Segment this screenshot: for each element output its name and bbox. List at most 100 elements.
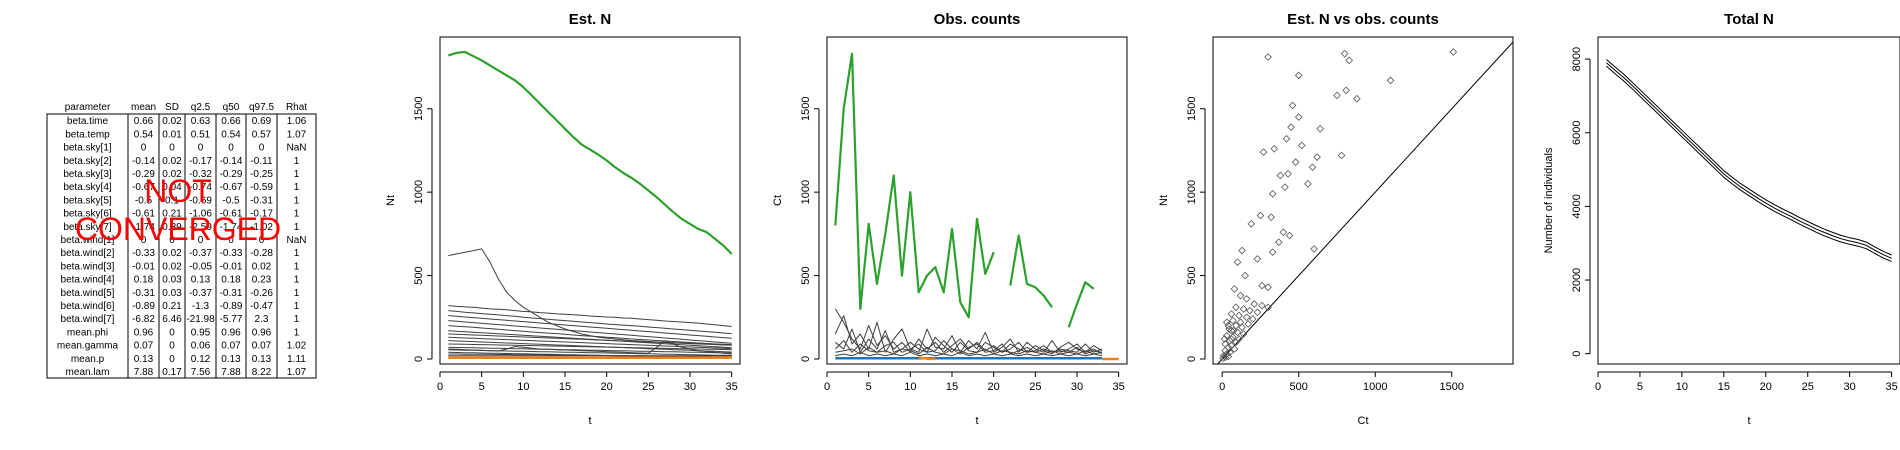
x-tick-label: 35 [1113, 381, 1125, 393]
table-cell-value: 0 [169, 341, 175, 352]
series-line-2 [1606, 65, 1892, 263]
table-cell-value: -0.5 [135, 195, 153, 206]
x-tick-label: 1000 [1363, 381, 1387, 393]
series-line-15 [448, 340, 732, 355]
x-tick-label: 10 [517, 381, 529, 393]
scatter-point [1308, 163, 1317, 171]
table-cell-value: 0.57 [252, 129, 272, 140]
series-line-1 [1606, 62, 1892, 259]
scatter-point [1239, 305, 1248, 313]
table-cell-value: 0.54 [221, 129, 241, 140]
table-cell-value: -0.01 [220, 261, 243, 272]
x-tick-label: 0 [1595, 381, 1601, 393]
chart-est-n-vs-obs-counts: Est. N vs obs. counts 0 500 1000 1500 Ct 0 500 1… [1158, 11, 1514, 427]
scatter-point [1337, 151, 1346, 160]
table-cell-value: -0.11 [250, 156, 272, 167]
y-tick-label: 500 [800, 266, 812, 284]
series-line-8 [448, 333, 732, 346]
table-cell-value: 0.02 [252, 261, 272, 272]
table-cell-value: 0.54 [134, 129, 154, 140]
table-cell-value: -0.37 [189, 248, 212, 259]
series-line-5 [835, 351, 1103, 357]
table-cell-value: -1.3 [192, 301, 210, 312]
scatter-point [1224, 321, 1233, 330]
table-cell-value: -0.89 [220, 301, 243, 312]
table-header-q2-5: q2.5 [191, 102, 211, 113]
x-axis-label: t [588, 415, 591, 427]
table-cell-value: 1 [294, 248, 300, 259]
table-cell-value: 0.21 [162, 209, 182, 220]
table-header-sd: SD [165, 102, 179, 113]
table-cell-value: 7.88 [134, 367, 154, 378]
scatter-point [1274, 238, 1283, 247]
table-cell-value: 1.11 [287, 354, 306, 365]
chart-obs-counts: Obs. counts 0 5 10 15 20 25 30 35 t 0 500 1000 1500 Ct [772, 11, 1128, 427]
scatter-point [1449, 48, 1458, 56]
table-cell-parameter: beta.wind[7] [61, 314, 115, 325]
table-cell-value: -1.74 [132, 222, 155, 233]
scatter-point [1238, 246, 1246, 255]
y-tick-label: 500 [413, 266, 425, 284]
scatter-point [1313, 153, 1321, 161]
table-cell-parameter: beta.wind[6] [61, 301, 115, 312]
y-tick-label: 0 [1186, 356, 1198, 362]
table-cell-value: 0.66 [134, 116, 154, 127]
series-line-4 [835, 346, 1103, 355]
scatter-point [1304, 179, 1312, 188]
scatter-point [1345, 56, 1354, 65]
scatter-point [1244, 320, 1253, 328]
table-cell-value: -0.74 [189, 182, 212, 193]
table-cell-value: -0.33 [220, 248, 243, 259]
table-cell-value: -0.61 [220, 209, 243, 220]
table-cell-value: 0 [228, 143, 234, 154]
x-axis-label: t [975, 415, 978, 427]
table-cell-parameter: beta.sky[6] [63, 209, 112, 220]
table-cell-value: 0.02 [162, 261, 182, 272]
scatter-point [1241, 271, 1249, 280]
table-cell-parameter: mean.lam [66, 367, 110, 378]
table-cell-value: 0.01 [162, 129, 182, 140]
x-tick-label: 25 [1802, 381, 1814, 393]
table-cell-value: -0.28 [250, 248, 273, 259]
table-cell-value: -1.74 [220, 222, 243, 233]
scatter-point [1230, 345, 1239, 353]
table-cell-value: 0 [169, 327, 175, 338]
table-cell-value: -0.33 [132, 248, 155, 259]
x-tick-label: 30 [684, 381, 696, 393]
scatter-point [1242, 295, 1251, 303]
table-cell-value: -0.69 [189, 195, 212, 206]
table-cell-value: 0.18 [134, 275, 154, 286]
table-cell-value: -0.67 [220, 182, 243, 193]
scatter-point [1222, 331, 1231, 340]
table-header-q97-5: q97.5 [249, 102, 274, 113]
table-cell-value: -0.61 [132, 209, 155, 220]
scatter-point [1258, 281, 1266, 290]
table-cell-value: 0.07 [134, 341, 154, 352]
table-cell-value: 0.13 [191, 275, 211, 286]
table-cell-value: -0.59 [250, 182, 273, 193]
table-cell-value: 0.1 [165, 195, 179, 206]
table-cell-value: 0.96 [134, 327, 154, 338]
y-tick-label: 8000 [1571, 47, 1583, 71]
table-cell-value: 0.63 [191, 116, 211, 127]
x-tick-label: 20 [1760, 381, 1772, 393]
table-cell-value: 0.66 [221, 116, 241, 127]
series-line-3 [448, 310, 732, 335]
scatter-point [1259, 148, 1268, 156]
table-cell-value: 0 [259, 235, 265, 246]
table-cell-value: -0.29 [132, 169, 155, 180]
table-cell-value: 0 [198, 235, 204, 246]
scatter-point [1264, 283, 1272, 292]
plot-frame [439, 36, 741, 365]
table-cell-value: 0 [169, 235, 175, 246]
table-cell-parameter: beta.wind[2] [61, 248, 115, 259]
series-line-12 [448, 346, 732, 354]
table-cell-value: -0.17 [250, 209, 273, 220]
plot-area [1606, 59, 1892, 263]
x-tick-label: 25 [642, 381, 654, 393]
scatter-point [1232, 338, 1240, 347]
scatter-point [1258, 301, 1266, 310]
series-line-2 [834, 328, 1103, 353]
table-cell-parameter: beta.wind[4] [61, 275, 115, 286]
scatter-point [1227, 335, 1236, 343]
